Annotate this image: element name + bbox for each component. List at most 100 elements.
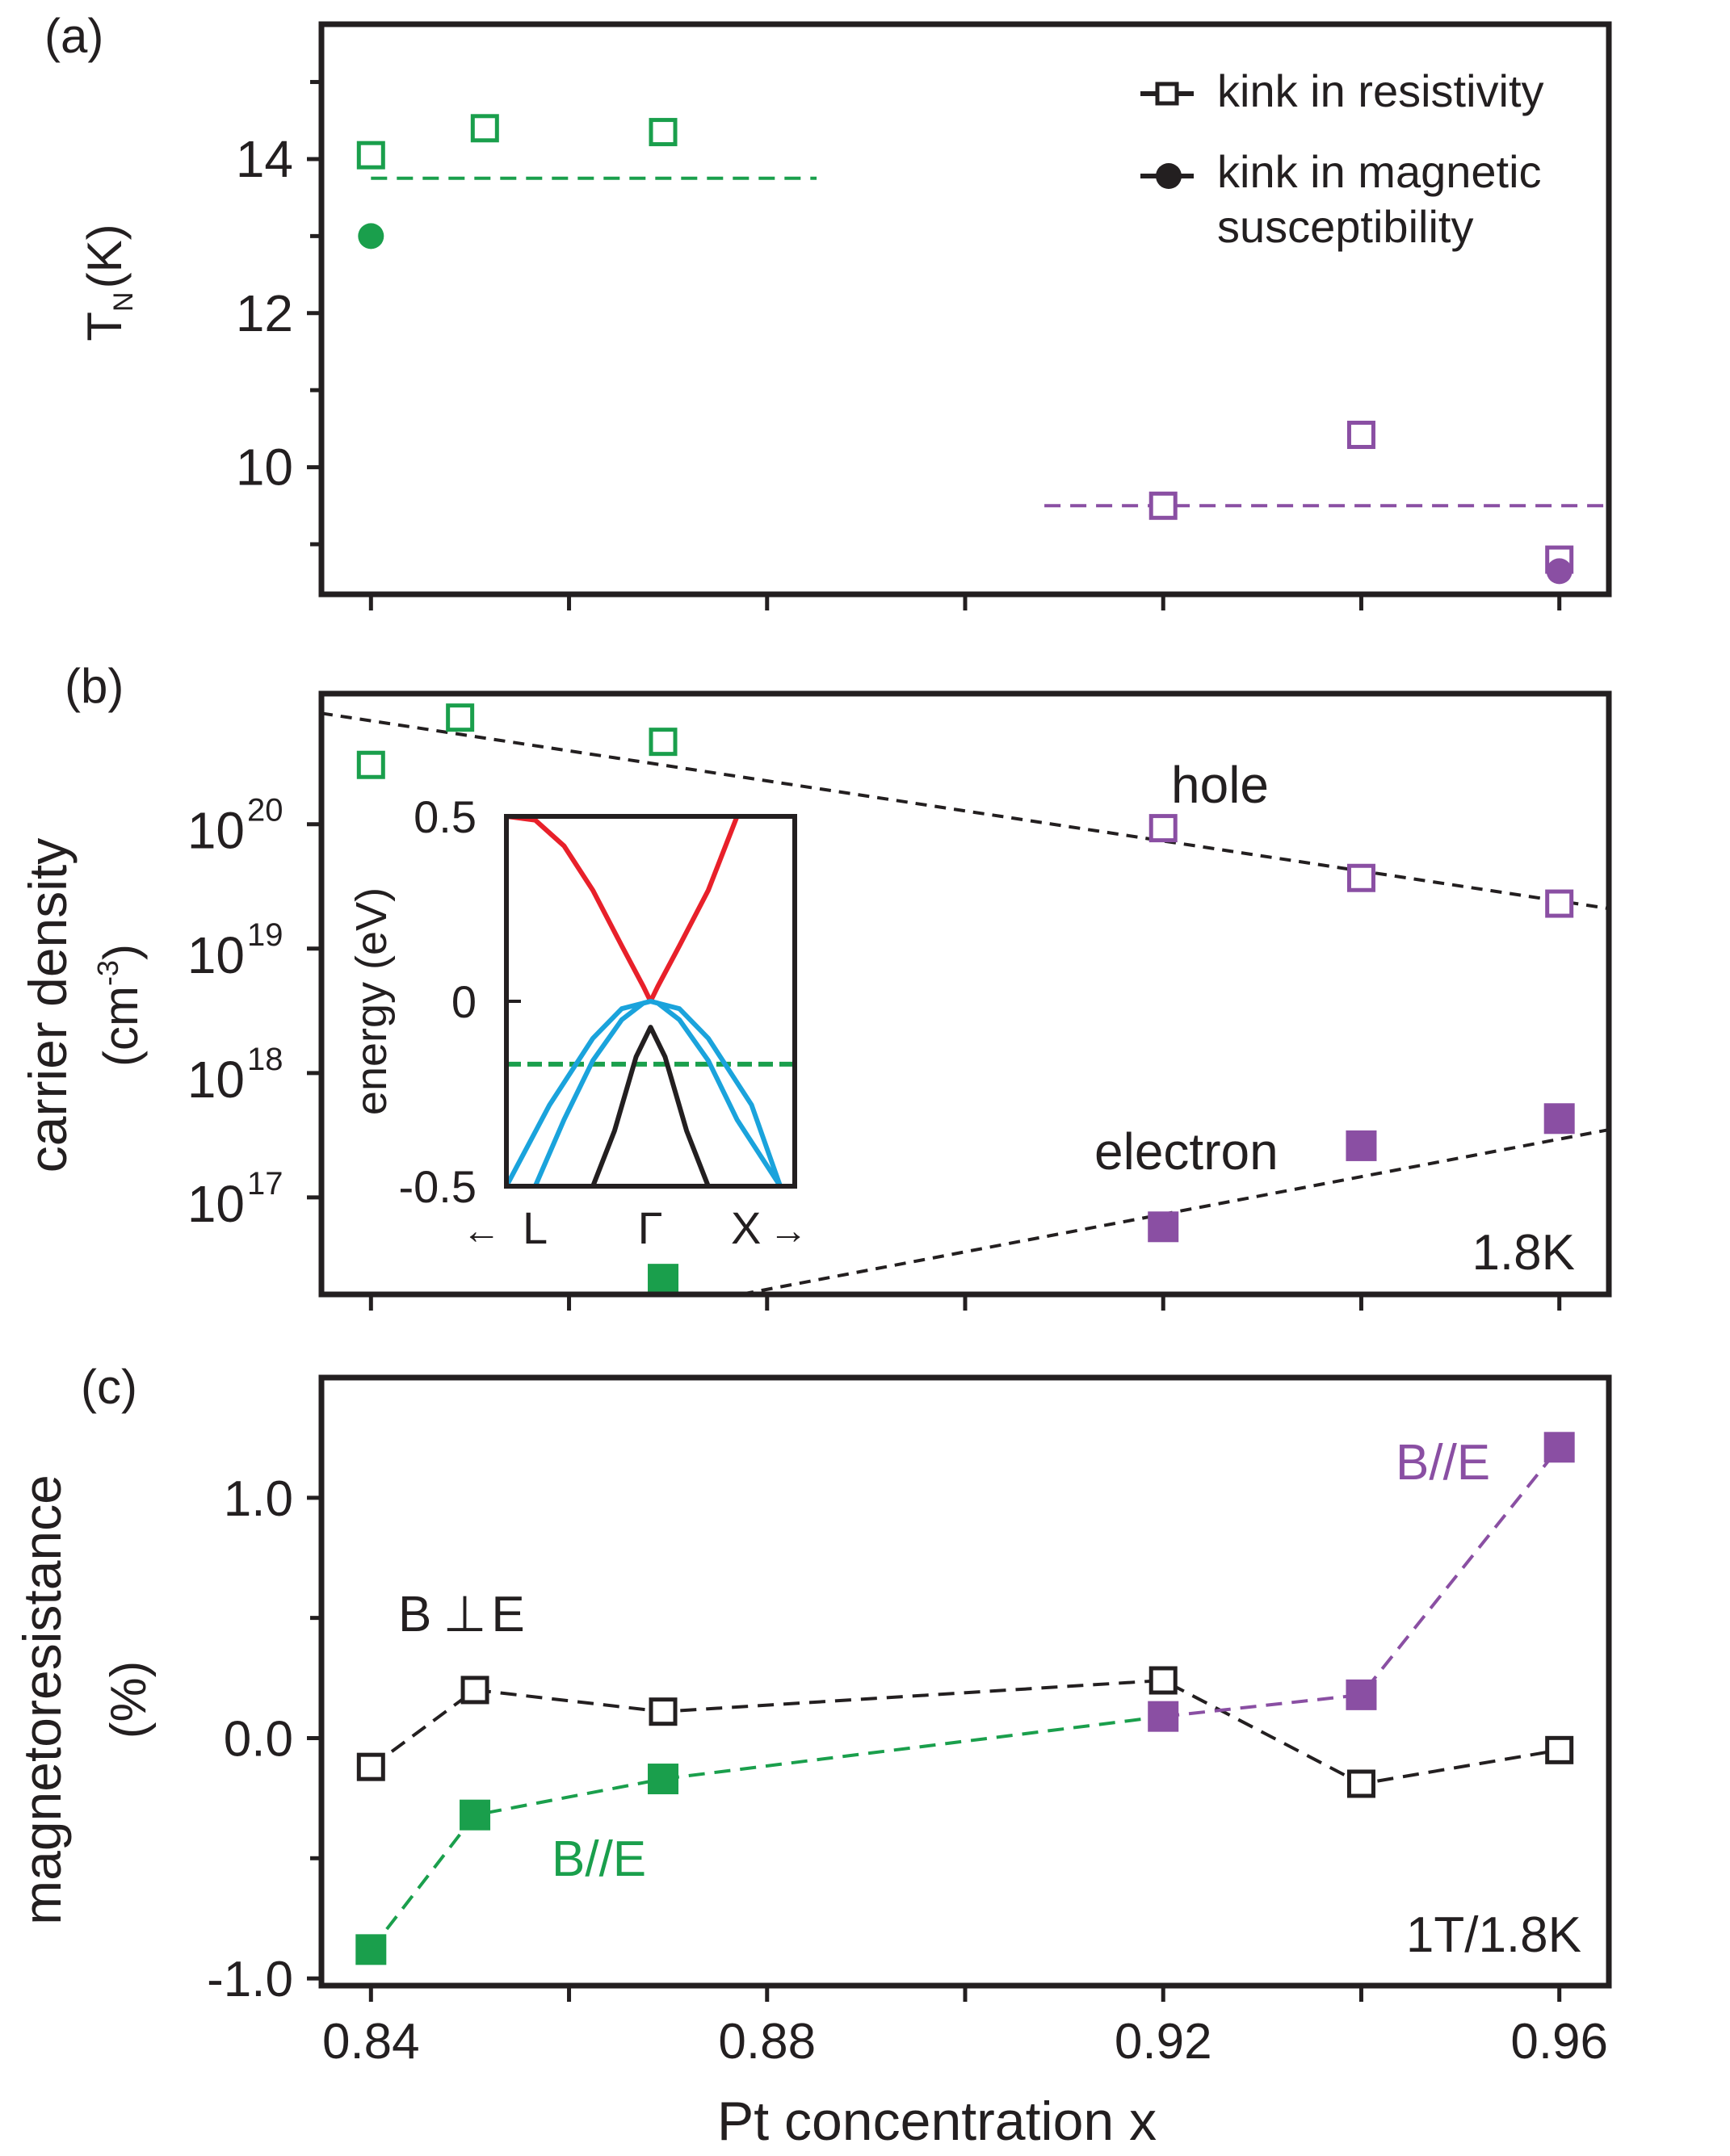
- panel-a-y-axis-main: T: [78, 312, 132, 342]
- y-tick-label: 10: [187, 1051, 245, 1109]
- band-conduction: [506, 814, 740, 1004]
- panel-b-unit-end: ): [94, 944, 148, 960]
- data-point: [356, 141, 385, 170]
- hole-label: hole: [1171, 756, 1269, 814]
- legend-marker-filled-circle: [1156, 163, 1182, 189]
- x-tick-label: 0.84: [322, 2014, 420, 2070]
- data-point: [1545, 1735, 1574, 1764]
- data-point: [1346, 1679, 1377, 1710]
- connector-line: [662, 1714, 1164, 1781]
- perp-annotation: B ⊥E: [398, 1587, 525, 1642]
- data-point: [1543, 1103, 1575, 1135]
- panel-a-guides: [371, 176, 1609, 508]
- panel-a: (a) TN (K) 10 12 14 kink in resistivity kin…: [44, 9, 1612, 610]
- temperature-label: 1.8K: [1472, 1225, 1575, 1281]
- panel-b-unit-sup: -3: [91, 960, 124, 986]
- series-line: [370, 1678, 1560, 1786]
- data-point: [1346, 863, 1375, 892]
- data-point: [356, 1752, 385, 1781]
- data-point: [1346, 421, 1375, 450]
- legend-marker-open-square: [1155, 82, 1179, 106]
- inset-x-right-arrow: →: [769, 1210, 808, 1252]
- legend-label-resistivity: kink in resistivity: [1217, 65, 1544, 116]
- panel-b-y-axis-label-line2: (cm-3): [91, 944, 148, 1067]
- data-point: [470, 114, 499, 143]
- y-tick-exponent: 17: [247, 1166, 283, 1202]
- data-point: [358, 223, 384, 250]
- data-point: [1148, 1211, 1179, 1243]
- band-valence-3: [590, 1025, 711, 1188]
- y-tick-exponent: 20: [247, 793, 283, 828]
- panel-a-marks: [356, 114, 1574, 585]
- y-tick-label: 0.0: [224, 1711, 293, 1767]
- panel-a-y-axis-sub: N: [108, 292, 139, 312]
- inset-y-ticks: 0.5 0 -0.5: [399, 791, 521, 1212]
- panel-b-frame: [318, 690, 1612, 1298]
- data-point: [1346, 1769, 1375, 1798]
- panel-a-y-axis-label: TN (K): [78, 224, 139, 341]
- panel-c-frame: [318, 1374, 1612, 1989]
- data-point: [460, 1799, 491, 1831]
- legend-label-susceptibility-2: susceptibility: [1217, 201, 1473, 252]
- data-point: [1148, 491, 1178, 520]
- data-point: [1543, 1432, 1575, 1463]
- panel-c-label: (c): [81, 1360, 137, 1414]
- x-tick-label: 0.96: [1510, 2014, 1608, 2070]
- y-tick-label: 10: [187, 1175, 245, 1233]
- data-point: [460, 1676, 489, 1705]
- panel-c: (c) magnetoresistance (%) -1.0 0.0 1.0 0.8…: [12, 1360, 1612, 2152]
- inset-x-label-gamma: Γ: [638, 1202, 663, 1253]
- x-tick-label: 0.88: [718, 2014, 816, 2070]
- data-point: [446, 703, 475, 732]
- data-point: [1148, 814, 1178, 843]
- inset-y-axis-label: energy (eV): [347, 887, 396, 1115]
- data-point: [649, 118, 678, 147]
- y-tick-label: 10: [187, 926, 245, 984]
- data-point: [648, 1764, 679, 1795]
- inset-y-tick-label: 0.5: [414, 791, 477, 842]
- x-axis-label: Pt concentration x: [717, 2091, 1157, 2152]
- panel-b-marks: [356, 703, 1575, 1295]
- y-tick-label: 10: [236, 438, 293, 497]
- band-structure-inset: 0.5 0 -0.5 energy (eV) ← L Γ X →: [347, 791, 808, 1253]
- guide-line: [321, 711, 1610, 911]
- legend-label-susceptibility-1: kink in magnetic: [1217, 146, 1542, 197]
- panel-c-y-axis-label-line2: (%): [101, 1661, 157, 1739]
- data-point: [1545, 889, 1574, 918]
- perp-b: B: [398, 1587, 431, 1642]
- inset-y-tick-label: -0.5: [399, 1161, 477, 1212]
- panel-a-frame: [318, 21, 1612, 598]
- y-tick-label: 10: [187, 802, 245, 860]
- para-purple-annotation: B//E: [1396, 1435, 1490, 1491]
- panel-a-y-ticks: 10 12 14: [236, 80, 321, 547]
- perp-e: E: [491, 1587, 524, 1642]
- panel-c-x-ticks: 0.84 0.88 0.92 0.96: [322, 1986, 1608, 2070]
- y-tick-label: 12: [236, 284, 293, 342]
- data-point: [649, 1697, 678, 1726]
- x-tick-label: 0.92: [1115, 2014, 1212, 2070]
- inset-y-tick-label: 0: [451, 976, 477, 1027]
- panel-a-label: (a): [44, 9, 103, 63]
- para-green-annotation: B//E: [552, 1831, 646, 1887]
- panel-b-unit-base: (cm: [94, 986, 148, 1067]
- data-point: [649, 728, 678, 757]
- condition-label: 1T/1.8K: [1406, 1907, 1581, 1963]
- panel-c-lines: [369, 1446, 1561, 1951]
- panel-c-y-ticks: -1.0 0.0 1.0: [207, 1471, 321, 2007]
- perp-symbol: ⊥: [443, 1587, 486, 1642]
- inset-x-label-X: X: [731, 1202, 761, 1253]
- y-tick-exponent: 18: [247, 1042, 283, 1077]
- data-point: [1148, 1701, 1179, 1732]
- data-point: [1346, 1130, 1377, 1161]
- data-point: [1546, 558, 1573, 585]
- panel-c-marks: [355, 1432, 1575, 1965]
- y-tick-label: 14: [236, 130, 293, 188]
- panel-b-y-axis-label-line1: carrier density: [18, 838, 78, 1172]
- y-tick-label: 1.0: [224, 1471, 293, 1527]
- inset-frame: [504, 814, 797, 1189]
- inset-x-label-L: L: [523, 1202, 548, 1253]
- electron-label: electron: [1094, 1122, 1279, 1181]
